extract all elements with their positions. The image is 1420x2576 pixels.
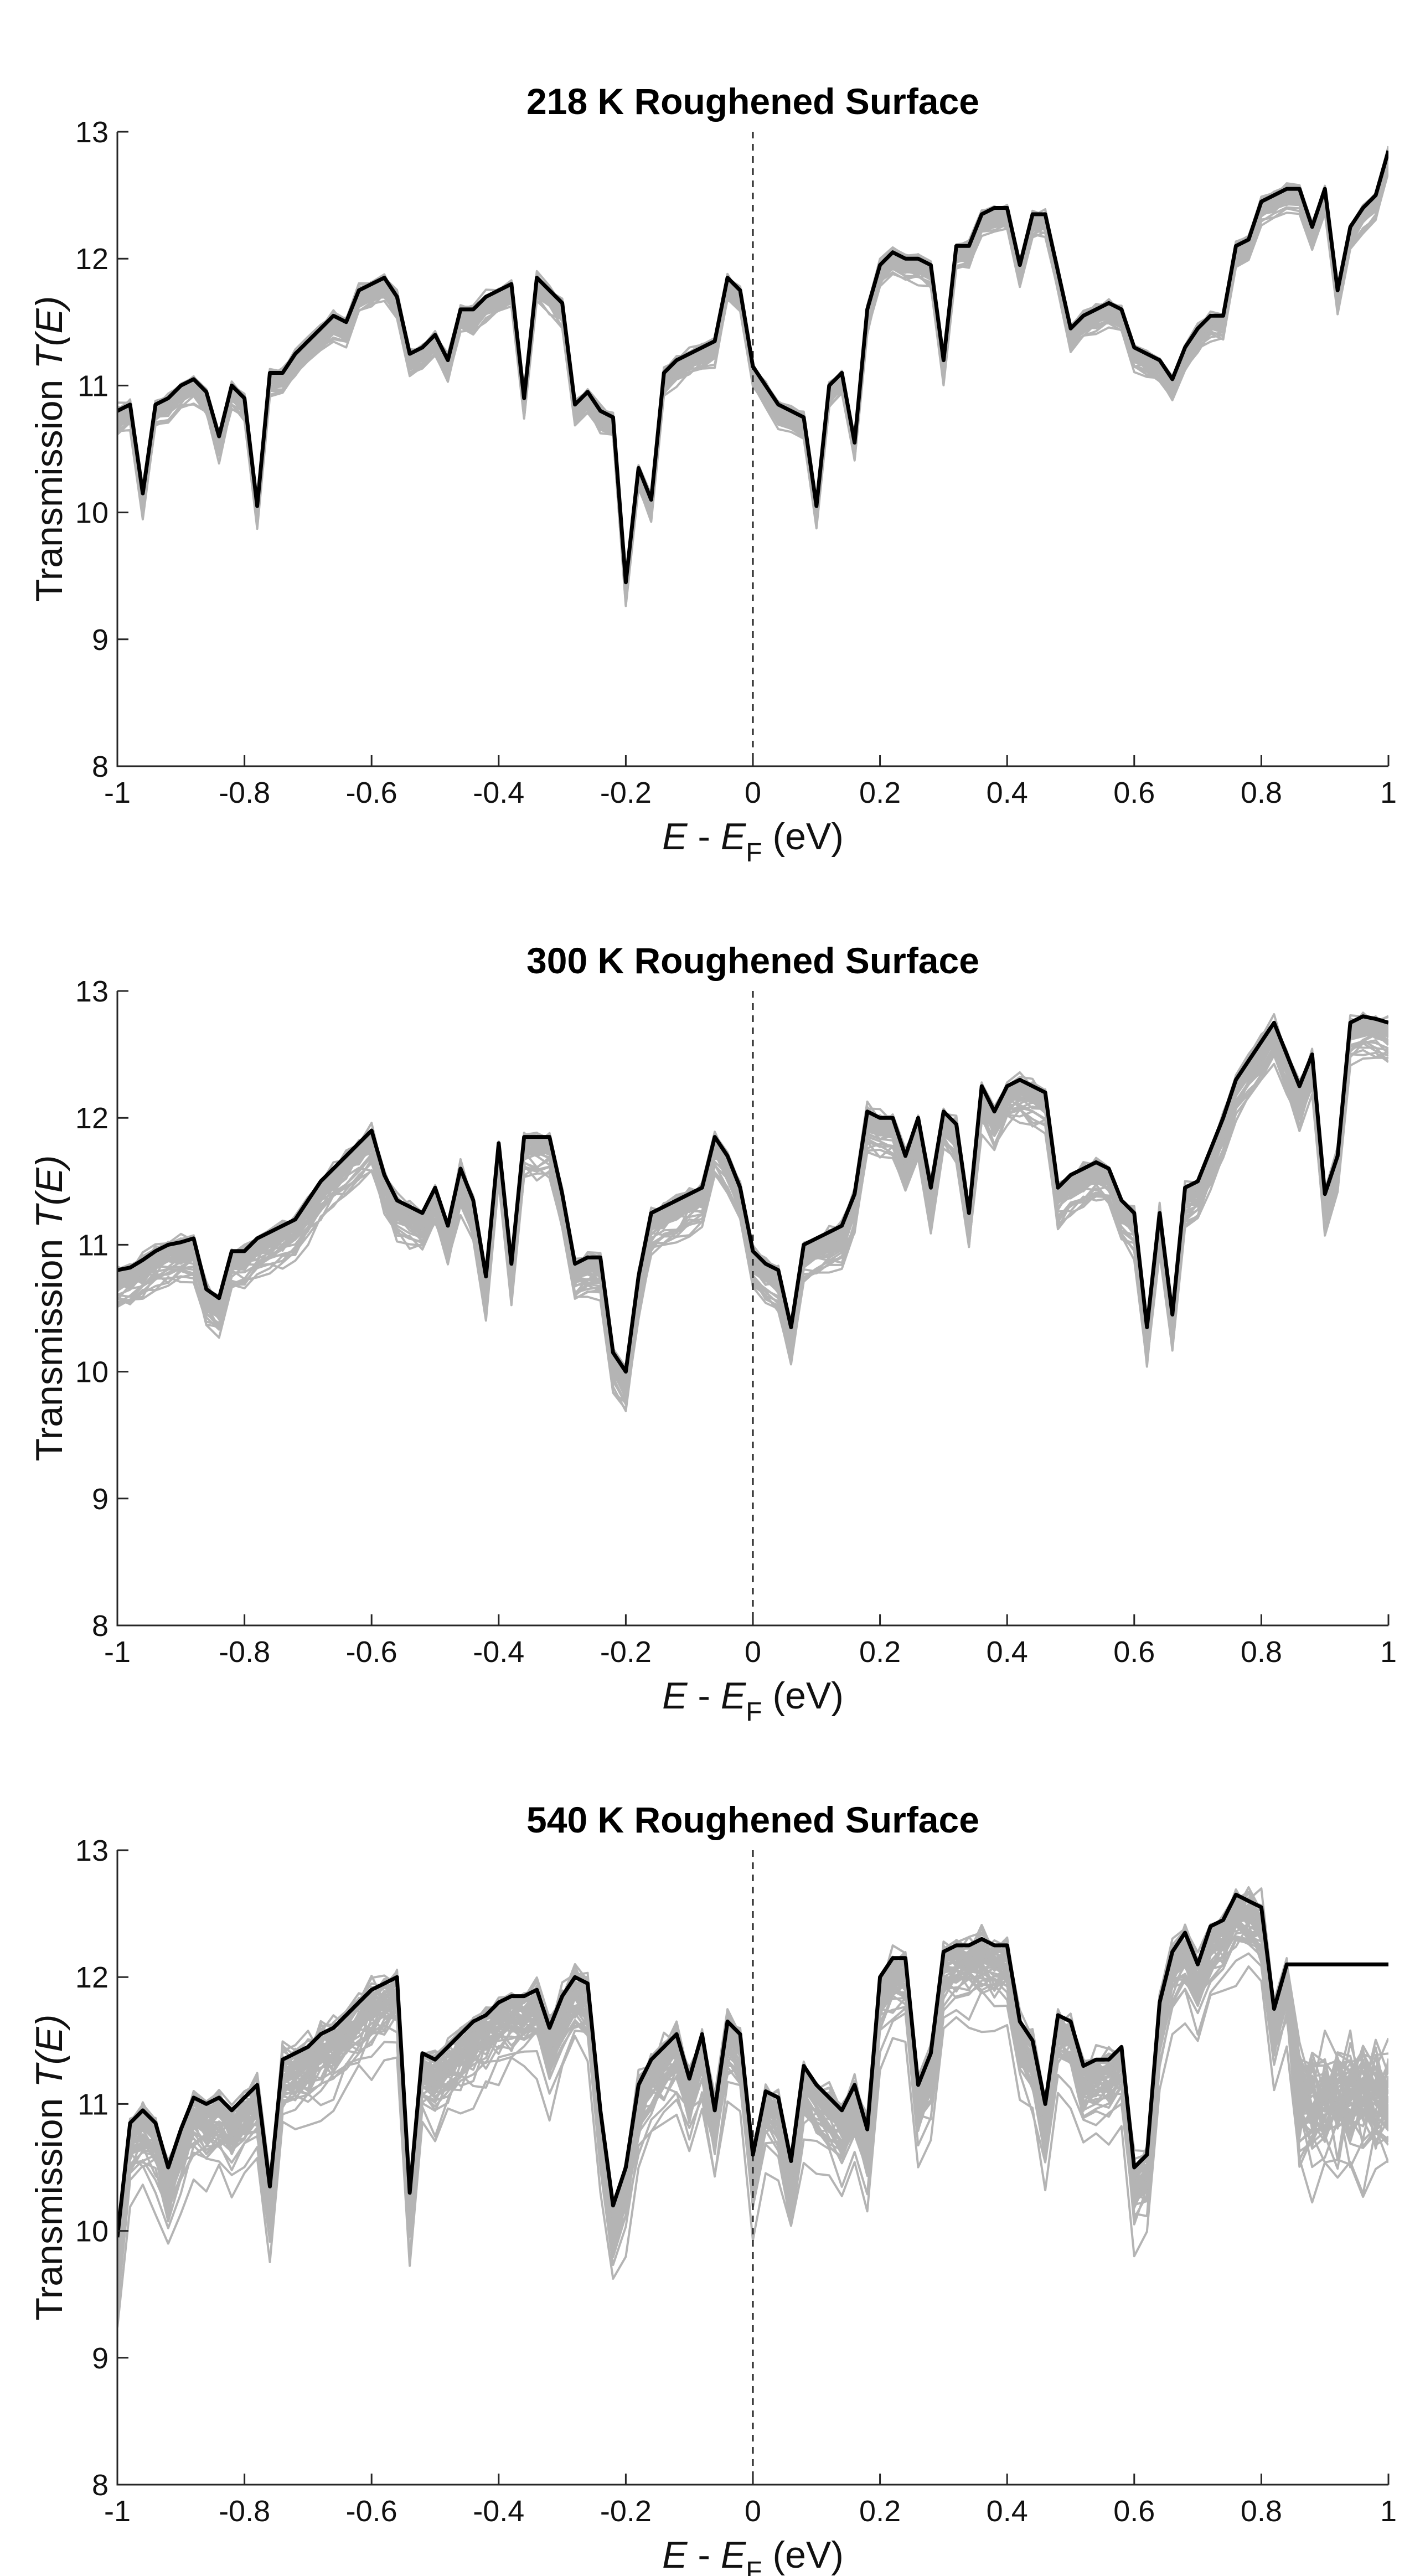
x-label-sep: - <box>687 2534 720 2576</box>
chart-title: 218 K Roughened Surface <box>526 81 979 122</box>
y-axis-label: Transmission T(E) <box>28 2015 70 2321</box>
gray-ensemble-line <box>117 167 1388 607</box>
x-tick-label: 0.4 <box>987 2495 1028 2528</box>
gray-ensemble-line <box>117 1937 1388 2284</box>
x-tick-label: -0.6 <box>346 2495 397 2528</box>
x-tick-label: -1 <box>104 2495 131 2528</box>
x-label-var: E <box>662 815 688 858</box>
x-tick-label: -1 <box>104 776 131 809</box>
x-label-var2: E <box>721 815 746 858</box>
x-tick-label: 0.6 <box>1113 2495 1155 2528</box>
x-tick-label: -0.8 <box>219 2495 270 2528</box>
y-tick-label: 11 <box>78 369 109 402</box>
x-tick-label: -0.4 <box>473 776 524 809</box>
x-tick-label: -0.4 <box>473 2495 524 2528</box>
panel-218k: 218 K Roughened Surface-1 -0.8 -0.6 -0.4 -0.… <box>28 81 1397 868</box>
y-tick-label: 13 <box>75 116 109 149</box>
x-tick-label: 0.4 <box>987 1635 1028 1669</box>
y-label-italic: T(E) <box>28 2015 70 2088</box>
y-tick-label: 13 <box>75 975 109 1008</box>
y-tick-label: 10 <box>75 2215 109 2248</box>
y-tick-label: 12 <box>75 1961 109 1994</box>
chart-title: 540 K Roughened Surface <box>526 1799 979 1840</box>
x-tick-label: 1 <box>1380 2495 1397 2528</box>
y-tick-label: 11 <box>78 2088 109 2121</box>
x-label-var: E <box>662 1675 688 1717</box>
panel-540k: 540 K Roughened Surface-1 -0.8 -0.6 -0.4 -0.… <box>28 1799 1397 2576</box>
x-tick-label: 0 <box>745 776 761 809</box>
x-label-sep: - <box>687 1675 720 1717</box>
x-tick-label: 0 <box>745 1635 761 1669</box>
x-label-var2: E <box>721 1675 746 1717</box>
x-label-sub: F <box>746 838 762 868</box>
y-tick-label: 11 <box>78 1228 109 1262</box>
gray-ensemble-line <box>117 1922 1388 2268</box>
y-label-text: Transmission <box>28 2088 70 2321</box>
mean-transmission-line <box>117 1892 1388 2238</box>
y-label-italic: T(E) <box>28 296 70 369</box>
y-label-text: Transmission <box>28 369 70 602</box>
x-label-sub: F <box>746 1697 762 1727</box>
mean-transmission-line <box>117 1014 1388 1374</box>
x-label-sub: F <box>746 2557 762 2576</box>
x-tick-label: 1 <box>1380 1635 1397 1669</box>
x-tick-label: 0.8 <box>1241 1635 1282 1669</box>
mean-transmission-line <box>117 150 1388 585</box>
y-tick-label: 12 <box>75 242 109 276</box>
x-tick-label: 0.6 <box>1113 776 1155 809</box>
x-axis-label: E - EF (eV) <box>662 2534 844 2576</box>
x-label-var: E <box>662 2534 688 2576</box>
y-tick-label: 10 <box>75 1356 109 1389</box>
y-tick-label: 9 <box>92 623 109 657</box>
gray-ensemble-line <box>117 1921 1388 2272</box>
x-tick-label: 0.8 <box>1241 776 1282 809</box>
x-label-unit: (eV) <box>762 1675 844 1717</box>
x-tick-label: -0.6 <box>346 1635 397 1669</box>
x-tick-label: -0.2 <box>600 1635 652 1669</box>
x-tick-label: -0.2 <box>600 2495 652 2528</box>
y-tick-label: 9 <box>92 2342 109 2375</box>
x-label-unit: (eV) <box>762 815 844 858</box>
x-tick-label: -0.8 <box>219 1635 270 1669</box>
gray-ensemble-lines <box>117 1886 1388 2328</box>
x-tick-label: 0.2 <box>859 776 901 809</box>
x-label-var2: E <box>721 2534 746 2576</box>
x-tick-label: -0.4 <box>473 1635 524 1669</box>
y-tick-label: 8 <box>92 750 109 783</box>
x-tick-label: 0.2 <box>859 1635 901 1669</box>
x-tick-label: 0 <box>745 2495 761 2528</box>
y-tick-label: 8 <box>92 2469 109 2502</box>
y-label-italic: T(E) <box>28 1155 70 1228</box>
x-tick-label: 1 <box>1380 776 1397 809</box>
x-tick-label: 0.6 <box>1113 1635 1155 1669</box>
x-tick-label: -0.6 <box>346 776 397 809</box>
x-axis-label: E - EF (eV) <box>662 815 844 868</box>
x-tick-label: -1 <box>104 1635 131 1669</box>
y-tick-label: 13 <box>75 1834 109 1867</box>
x-label-unit: (eV) <box>762 2534 844 2576</box>
x-tick-label: 0.4 <box>987 776 1028 809</box>
x-tick-label: -0.2 <box>600 776 652 809</box>
x-tick-label: -0.8 <box>219 776 270 809</box>
y-tick-label: 9 <box>92 1483 109 1516</box>
x-tick-label: 0.8 <box>1241 2495 1282 2528</box>
y-label-text: Transmission <box>28 1228 70 1462</box>
y-tick-label: 10 <box>75 497 109 530</box>
panel-300k: 300 K Roughened Surface-1 -0.8 -0.6 -0.4 -0.… <box>28 940 1397 1727</box>
y-axis-label: Transmission T(E) <box>28 296 70 602</box>
y-tick-label: 8 <box>92 1609 109 1643</box>
y-axis-label: Transmission T(E) <box>28 1155 70 1462</box>
x-axis-label: E - EF (eV) <box>662 1675 844 1727</box>
y-tick-label: 12 <box>75 1102 109 1135</box>
chart-title: 300 K Roughened Surface <box>526 940 979 981</box>
x-tick-label: 0.2 <box>859 2495 901 2528</box>
x-label-sep: - <box>687 815 720 858</box>
